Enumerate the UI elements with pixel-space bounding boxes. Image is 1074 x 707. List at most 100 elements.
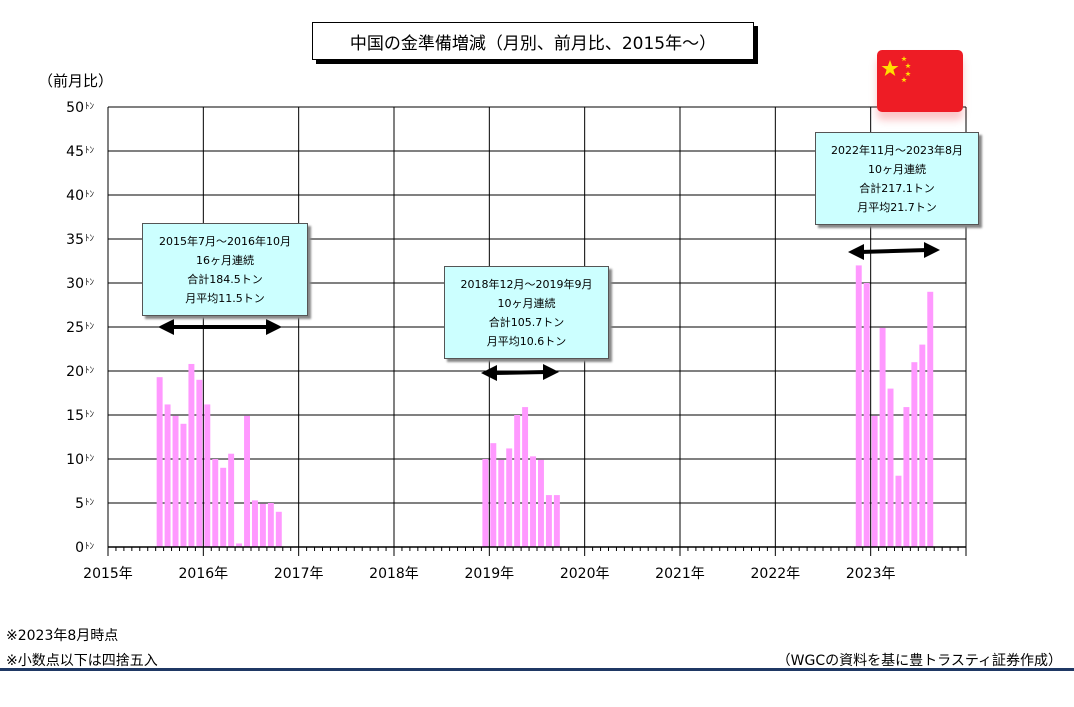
bar [514, 415, 521, 547]
annotation-box-2015-2016: 2015年7月～2016年10月 16ヶ月連続 合計184.5トン 月平均11.… [142, 223, 308, 316]
y-tick-unit: ﾄﾝ [85, 278, 95, 288]
bar [259, 503, 266, 547]
y-axis-unit-label: （前月比） [38, 72, 114, 90]
y-tick-label: 30 [66, 276, 84, 292]
bar [156, 377, 163, 547]
y-tick-unit: ﾄﾝ [85, 322, 95, 332]
x-tick-label: 2021年 [655, 566, 705, 582]
bar [267, 503, 274, 547]
y-tick-label: 20 [66, 364, 84, 380]
flag-small-star [901, 56, 907, 62]
china-flag-icon [877, 50, 963, 112]
range-arrow-head [158, 319, 174, 335]
annotation-line: 16ヶ月連続 [196, 253, 254, 267]
y-tick-label: 5 [75, 496, 84, 512]
chart-title: 中国の金準備増減（月別、前月比、2015年～） [312, 22, 754, 60]
bar [855, 265, 862, 547]
y-tick-unit: ﾄﾝ [85, 542, 95, 552]
annotation-line: 合計105.7トン [488, 315, 565, 329]
x-tick-label: 2023年 [846, 566, 896, 582]
annotation-line: 合計217.1トン [859, 181, 935, 195]
footnote-date: ※2023年8月時点 [6, 628, 119, 644]
bar [538, 459, 544, 547]
bar [871, 415, 878, 547]
range-arrow-head [266, 319, 282, 335]
bar [522, 407, 529, 547]
y-tick-unit: ﾄﾝ [85, 234, 95, 244]
annotation-line: 2015年7月～2016年10月 [159, 234, 291, 248]
annotation-line: 月平均21.7トン [857, 200, 937, 214]
bar [903, 407, 910, 547]
annotation-box-2018-2019: 2018年12月～2019年9月 10ヶ月連続 合計105.7トン 月平均10.… [444, 266, 609, 359]
y-tick-label: 45 [66, 144, 84, 160]
range-arrow-shaft [492, 370, 548, 375]
bottom-rule [0, 668, 1074, 671]
bar [172, 415, 179, 547]
annotation-line: 月平均10.6トン [486, 334, 567, 348]
y-tick-label: 10 [66, 452, 84, 468]
bar [275, 511, 282, 547]
annotation-line: 合計184.5トン [187, 272, 263, 286]
source-note: （WGCの資料を基に豊トラスティ証券作成） [776, 653, 1062, 669]
y-tick-unit: ﾄﾝ [85, 102, 95, 112]
y-tick-label: 0 [75, 540, 84, 556]
bar [252, 500, 258, 547]
annotation-line: 10ヶ月連続 [497, 296, 556, 310]
x-tick-label: 2015年 [83, 566, 133, 582]
y-tick-unit: ﾄﾝ [85, 498, 95, 508]
y-tick-label: 25 [66, 320, 84, 336]
annotation-line: 月平均11.5トン [185, 291, 265, 305]
y-tick-label: 15 [66, 408, 84, 424]
flag-small-star [905, 63, 911, 69]
bar [506, 448, 513, 547]
bar [212, 459, 219, 547]
range-arrow-head [481, 365, 497, 381]
bar [220, 467, 227, 547]
flag-large-star [881, 60, 899, 76]
y-tick-unit: ﾄﾝ [85, 190, 95, 200]
annotation-box-2022-2023: 2022年11月～2023年8月 10ヶ月連続 合計217.1トン 月平均21.… [815, 132, 979, 225]
bar [180, 423, 187, 547]
bar [927, 291, 934, 547]
x-tick-label: 2017年 [274, 566, 324, 582]
bar [545, 495, 552, 547]
y-tick-unit: ﾄﾝ [85, 366, 95, 376]
bar [879, 327, 886, 547]
x-tick-label: 2016年 [179, 566, 229, 582]
bar [911, 362, 918, 547]
y-tick-unit: ﾄﾝ [85, 410, 95, 420]
bar [188, 363, 195, 547]
bar [863, 283, 870, 547]
flag-small-star [905, 71, 911, 77]
footnote-rounding: ※小数点以下は四捨五入 [6, 653, 158, 669]
bar [919, 344, 926, 547]
x-tick-label: 2022年 [751, 566, 801, 582]
bar [553, 495, 560, 547]
annotation-line: 2022年11月～2023年8月 [831, 143, 963, 157]
annotation-line: 2018年12月～2019年9月 [460, 277, 593, 291]
bar [244, 415, 250, 547]
bar [164, 404, 171, 547]
range-arrow-shaft [859, 248, 929, 254]
bar [228, 453, 235, 547]
x-tick-label: 2018年 [369, 566, 419, 582]
range-arrow-head [924, 242, 940, 258]
y-tick-unit: ﾄﾝ [85, 454, 95, 464]
bar [196, 379, 203, 547]
bar [887, 388, 894, 547]
bar [498, 459, 505, 547]
range-arrow-head [848, 244, 864, 260]
bar [236, 543, 243, 547]
range-arrow-head [543, 364, 559, 380]
y-tick-label: 50 [66, 100, 84, 116]
bar [490, 443, 497, 547]
y-tick-label: 35 [66, 232, 84, 248]
y-tick-unit: ﾄﾝ [85, 146, 95, 156]
flag-small-star [901, 77, 907, 83]
bar [895, 475, 902, 547]
bar [482, 459, 489, 547]
bar [204, 404, 211, 547]
x-tick-label: 2020年 [560, 566, 610, 582]
y-tick-label: 40 [66, 188, 84, 204]
